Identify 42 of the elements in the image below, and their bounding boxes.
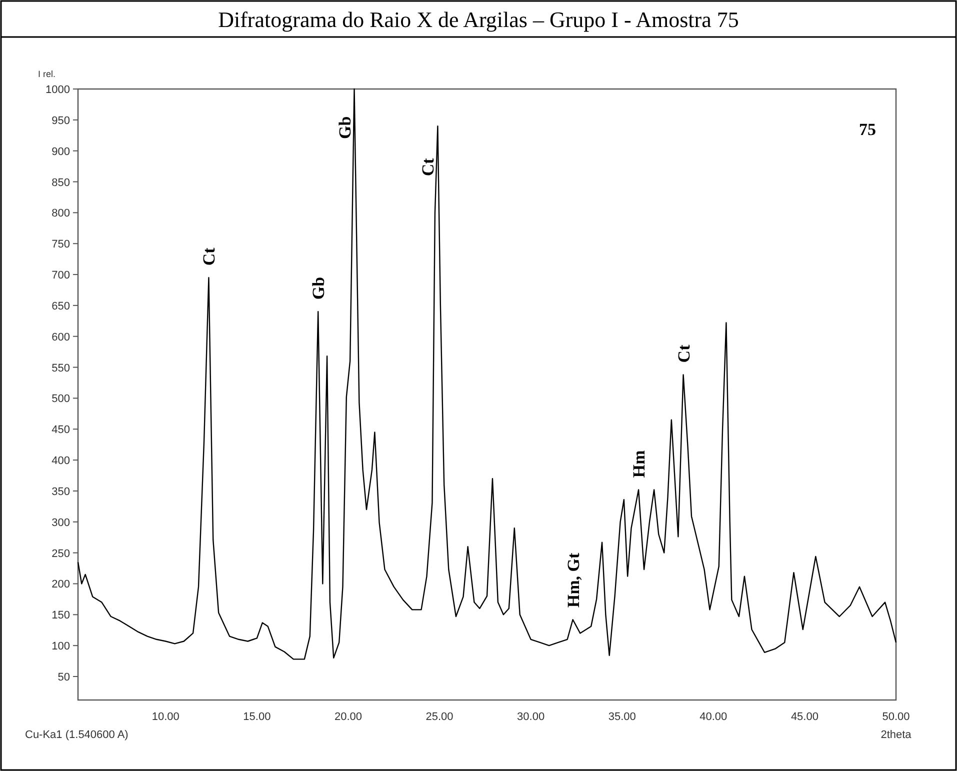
x-tick-label: 10.00 — [152, 711, 180, 723]
y-tick-label: 100 — [52, 640, 70, 653]
y-tick-label: 700 — [52, 270, 70, 282]
y-tick-label: 350 — [52, 486, 70, 498]
y-tick-label: 1000 — [46, 84, 70, 96]
text: Cu-Ka1 (1.540600 A) — [25, 729, 128, 741]
x-axis-title: 2theta — [880, 729, 912, 741]
annotation: 75 — [859, 120, 876, 139]
y-tick-label: 850 — [52, 176, 70, 189]
x-tick-label: 30.00 — [517, 711, 545, 723]
y-axis-title: I rel. — [38, 69, 56, 79]
x-tick-label: 45.00 — [790, 711, 818, 723]
x-tick-label: 40.00 — [700, 711, 728, 723]
x-tick-label: 35.00 — [608, 711, 636, 723]
y-tick-label: 550 — [52, 362, 70, 374]
y-tick-label: 250 — [52, 548, 70, 560]
x-tick-label: 20.00 — [334, 711, 362, 723]
annotation: Ct — [418, 158, 438, 176]
y-tick-label: 900 — [52, 146, 70, 158]
annotation: Hm — [630, 450, 649, 478]
annotation: Gb — [335, 116, 354, 139]
line-series — [77, 88, 897, 660]
chart-title: Difratograma do Raio X de Argilas – Grupo I - Amostra 75 — [218, 7, 739, 32]
y-tick-label: 200 — [52, 578, 70, 591]
y-tick-label: 600 — [52, 331, 70, 344]
y-tick-label: 950 — [52, 114, 70, 127]
annotation: Ct — [674, 344, 694, 363]
y-tick-label: 800 — [52, 208, 70, 220]
y-tick-label: 450 — [52, 424, 70, 436]
x-tick-label: 15.00 — [243, 711, 271, 723]
x-tick-label: 25.00 — [426, 711, 454, 723]
y-tick-label: 650 — [52, 300, 70, 312]
y-tick-label: 500 — [52, 393, 70, 406]
annotation: Ct — [200, 247, 219, 266]
annotation: Hm, Gt — [564, 552, 583, 608]
annotation: Gb — [309, 276, 328, 300]
y-tick-label: 400 — [52, 455, 70, 468]
y-tick-label: 50 — [58, 672, 70, 684]
y-tick-label: 300 — [52, 516, 70, 529]
x-tick-label: 50.00 — [882, 711, 910, 723]
y-tick-label: 750 — [52, 238, 70, 251]
y-tick-label: 150 — [52, 610, 70, 622]
